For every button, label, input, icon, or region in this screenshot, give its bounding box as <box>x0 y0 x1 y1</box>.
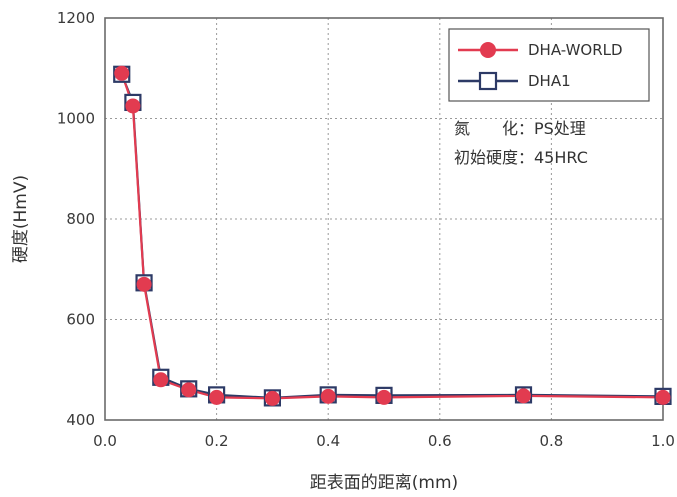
y-tick-label: 800 <box>66 210 95 228</box>
annotation-initial-hardness: 初始硬度：45HRC <box>454 148 588 167</box>
data-point-dha-world <box>181 382 197 398</box>
data-point-dha-world <box>264 390 280 406</box>
y-tick-label: 600 <box>66 311 95 329</box>
data-point-dha-world <box>320 388 336 404</box>
y-tick-label: 1200 <box>57 9 95 27</box>
plot-frame <box>104 17 664 421</box>
legend-label-dha1: DHA1 <box>528 72 571 90</box>
series-layer <box>113 65 672 407</box>
data-point-dha-world <box>114 65 130 81</box>
legend-marker-dha1 <box>478 71 498 91</box>
x-axis-ticks: 0.0 0.2 0.4 0.6 0.8 1.0 <box>93 432 675 450</box>
y-axis-ticks: 400 600 800 1000 1200 <box>57 9 95 429</box>
legend-entry-dha-world: DHA-WORLD <box>458 41 623 59</box>
x-tick-label: 0.8 <box>539 432 563 450</box>
data-point-dha-world <box>209 389 225 405</box>
data-point-dha-world <box>153 372 169 388</box>
legend-entry-dha1: DHA1 <box>458 71 571 91</box>
x-tick-label: 0.6 <box>428 432 452 450</box>
x-tick-label: 1.0 <box>651 432 675 450</box>
legend-label-dha-world: DHA-WORLD <box>528 41 623 59</box>
data-point-dha-world <box>136 276 152 292</box>
data-point-dha-world <box>516 388 531 404</box>
x-axis-label: 距表面的距离(mm) <box>310 473 458 493</box>
x-tick-label: 0.4 <box>316 432 340 450</box>
x-tick-label: 0.2 <box>205 432 229 450</box>
legend-box <box>448 28 650 102</box>
y-tick-label: 400 <box>66 411 95 429</box>
x-tick-label: 0.0 <box>93 432 117 450</box>
legend-marker-dha-world <box>480 42 496 58</box>
legend: DHA-WORLD DHA1 <box>448 28 650 102</box>
data-point-dha-world <box>125 98 141 114</box>
y-axis-label: 硬度(HmV) <box>11 175 31 263</box>
data-point-dha-world <box>655 389 671 405</box>
y-tick-label: 1000 <box>57 110 95 128</box>
data-point-dha-world <box>376 389 392 405</box>
annotation-nitriding: 氮 化：PS处理 <box>454 119 586 138</box>
